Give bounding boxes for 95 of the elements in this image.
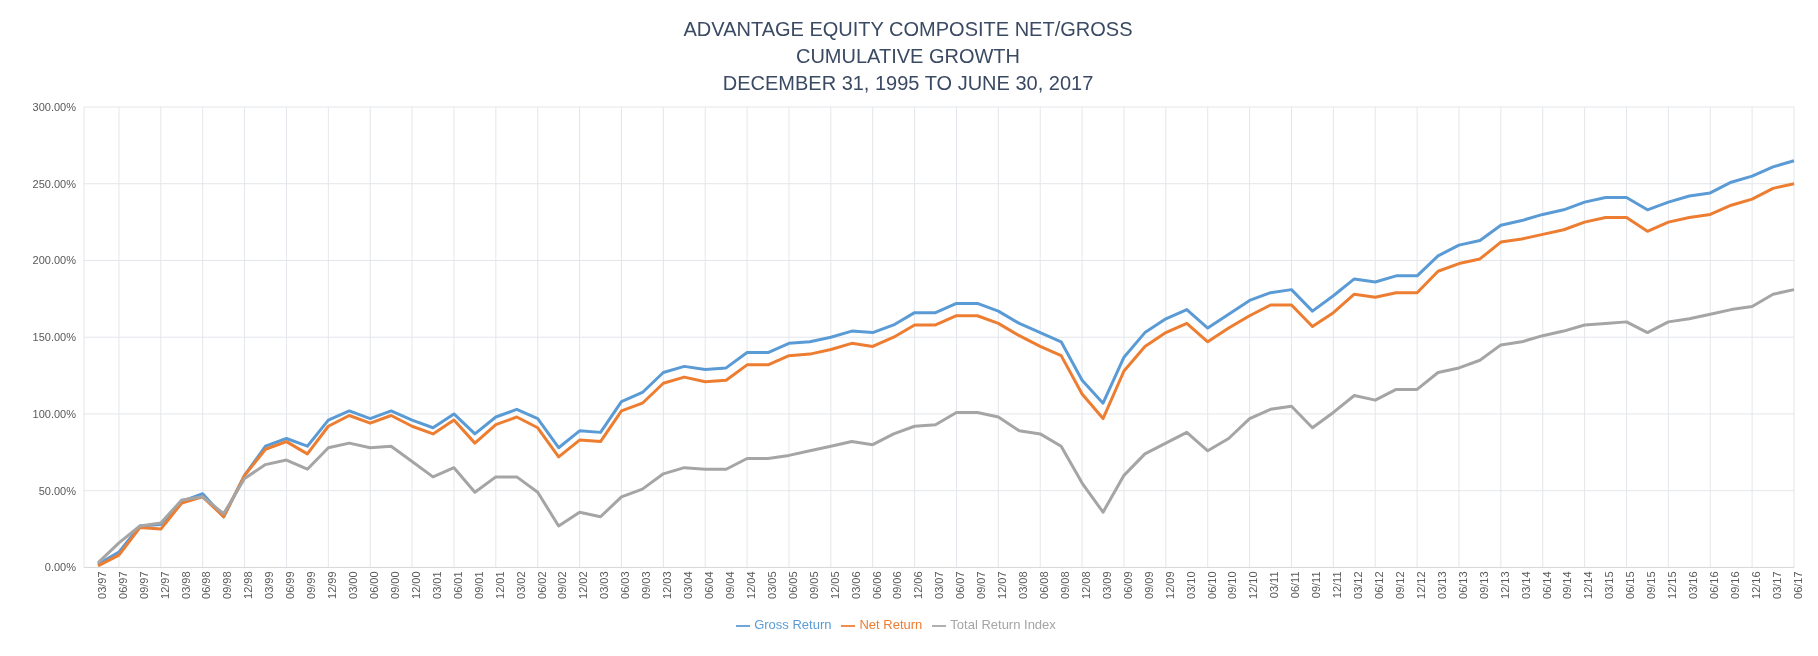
x-tick-label: 06/12 — [1373, 571, 1386, 599]
x-tick-label: 03/99 — [263, 571, 276, 599]
x-tick-label: 06/10 — [1205, 571, 1218, 599]
y-tick-label: 200.00% — [32, 254, 77, 267]
x-tick-label: 09/00 — [388, 571, 401, 599]
x-tick-label: 06/97 — [116, 571, 129, 599]
x-tick-label: 09/02 — [556, 571, 569, 599]
x-tick-label: 06/07 — [954, 571, 967, 599]
x-tick-label: 12/98 — [242, 571, 255, 599]
x-tick-label: 12/06 — [912, 571, 925, 599]
x-tick-label: 09/97 — [137, 571, 150, 599]
legend-label: Net Return — [859, 617, 923, 633]
x-tick-label: 03/98 — [179, 571, 192, 599]
x-tick-label: 06/09 — [1121, 571, 1134, 599]
x-tick-label: 06/99 — [284, 571, 297, 599]
x-tick-label: 03/00 — [347, 571, 360, 599]
x-tick-label: 03/03 — [598, 571, 611, 599]
x-tick-label: 09/05 — [807, 571, 820, 599]
x-tick-label: 12/08 — [1079, 571, 1092, 599]
x-tick-label: 09/13 — [1477, 571, 1490, 599]
line-series — [96, 288, 1796, 565]
y-tick-label: 100.00% — [32, 407, 77, 420]
x-tick-label: 09/15 — [1645, 571, 1658, 599]
x-tick-label: 06/14 — [1540, 571, 1553, 599]
x-tick-label: 12/02 — [577, 571, 590, 599]
x-tick-label: 06/16 — [1708, 571, 1721, 599]
x-tick-label: 06/98 — [200, 571, 213, 599]
x-tick-label: 03/06 — [849, 571, 862, 599]
x-tick-label: 12/12 — [1414, 571, 1427, 599]
x-tick-label: 09/12 — [1393, 571, 1406, 599]
x-tick-label: 09/10 — [1226, 571, 1239, 599]
y-tick-label: 50.00% — [38, 484, 77, 497]
x-tick-label: 12/16 — [1749, 571, 1762, 599]
x-tick-label: 03/14 — [1519, 571, 1532, 599]
x-tick-label: 09/07 — [975, 571, 988, 599]
x-tick-label: 09/14 — [1561, 571, 1574, 599]
x-tick-label: 12/07 — [996, 571, 1009, 599]
x-tick-label: 09/16 — [1729, 571, 1741, 599]
x-tick-label: 09/04 — [723, 571, 736, 599]
x-tick-label: 06/06 — [870, 571, 883, 599]
x-tick-label: 06/03 — [619, 571, 632, 599]
x-tick-label: 12/04 — [744, 571, 757, 599]
x-tick-label: 09/03 — [640, 571, 653, 599]
x-tick-label: 03/08 — [1017, 571, 1030, 599]
x-tick-label: 09/11 — [1310, 571, 1323, 599]
y-tick-label: 250.00% — [32, 177, 77, 190]
x-tick-label: 09/01 — [472, 571, 485, 599]
x-tick-label: 09/09 — [1142, 571, 1155, 599]
x-tick-label: 06/05 — [786, 571, 799, 599]
chart-title: ADVANTAGE EQUITY COMPOSITE NET/GROSS CUMULATIVE GROWTH — [682, 17, 1134, 69]
x-tick-label: 03/01 — [430, 571, 443, 599]
x-tick-label: 12/09 — [1163, 571, 1176, 599]
x-tick-label: 12/10 — [1247, 571, 1260, 599]
legend-label: Total Return Index — [950, 617, 1056, 633]
x-tick-label: 06/01 — [451, 571, 464, 599]
x-tick-label: 06/00 — [368, 571, 381, 599]
x-tick-label: 03/12 — [1352, 571, 1365, 599]
x-tick-label: 12/99 — [326, 571, 339, 599]
x-tick-label: 09/08 — [1058, 571, 1071, 599]
x-tick-label: 06/13 — [1456, 571, 1469, 599]
x-tick-label: 12/01 — [493, 571, 506, 599]
x-tick-label: 12/03 — [661, 571, 674, 599]
x-tick-label: 03/11 — [1268, 571, 1281, 599]
x-tick-label: 12/11 — [1331, 571, 1344, 599]
x-tick-label: 06/11 — [1289, 571, 1302, 599]
chart-subtitle: DECEMBER 31, 1995 TO JUNE 30, 2017 — [721, 71, 1095, 96]
x-tick-label: 03/10 — [1184, 571, 1197, 599]
x-tick-label: 12/97 — [158, 571, 171, 599]
x-tick-label: 06/17 — [1791, 571, 1804, 599]
x-tick-label: 06/15 — [1624, 571, 1637, 599]
x-tick-label: 03/15 — [1603, 571, 1616, 599]
x-tick-label: 03/17 — [1770, 571, 1783, 599]
x-tick-label: 03/07 — [933, 571, 946, 599]
x-tick-label: 03/16 — [1687, 571, 1700, 599]
x-tick-label: 12/05 — [828, 571, 841, 599]
x-tick-label: 12/15 — [1666, 571, 1679, 599]
x-tick-label: 03/04 — [682, 571, 695, 599]
x-tick-label: 06/02 — [535, 571, 548, 599]
x-tick-label: 03/13 — [1435, 571, 1448, 599]
x-tick-label: 09/98 — [221, 571, 234, 599]
x-tick-label: 09/06 — [891, 571, 904, 599]
x-tick-label: 03/09 — [1100, 571, 1113, 599]
x-tick-label: 06/08 — [1038, 571, 1051, 599]
y-tick-label: 300.00% — [32, 100, 77, 113]
x-tick-label: 03/02 — [514, 571, 527, 599]
x-tick-label: 12/14 — [1582, 571, 1595, 599]
x-tick-label: 12/13 — [1498, 571, 1511, 599]
x-tick-label: 09/99 — [305, 571, 318, 599]
x-tick-label: 06/04 — [703, 571, 716, 599]
x-tick-label: 03/05 — [765, 571, 778, 599]
y-tick-label: 150.00% — [32, 331, 77, 344]
x-tick-label: 12/00 — [409, 571, 422, 599]
legend-label: Gross Return — [754, 617, 832, 633]
y-tick-label: 0.00% — [44, 561, 77, 574]
x-tick-label: 03/97 — [95, 571, 108, 599]
